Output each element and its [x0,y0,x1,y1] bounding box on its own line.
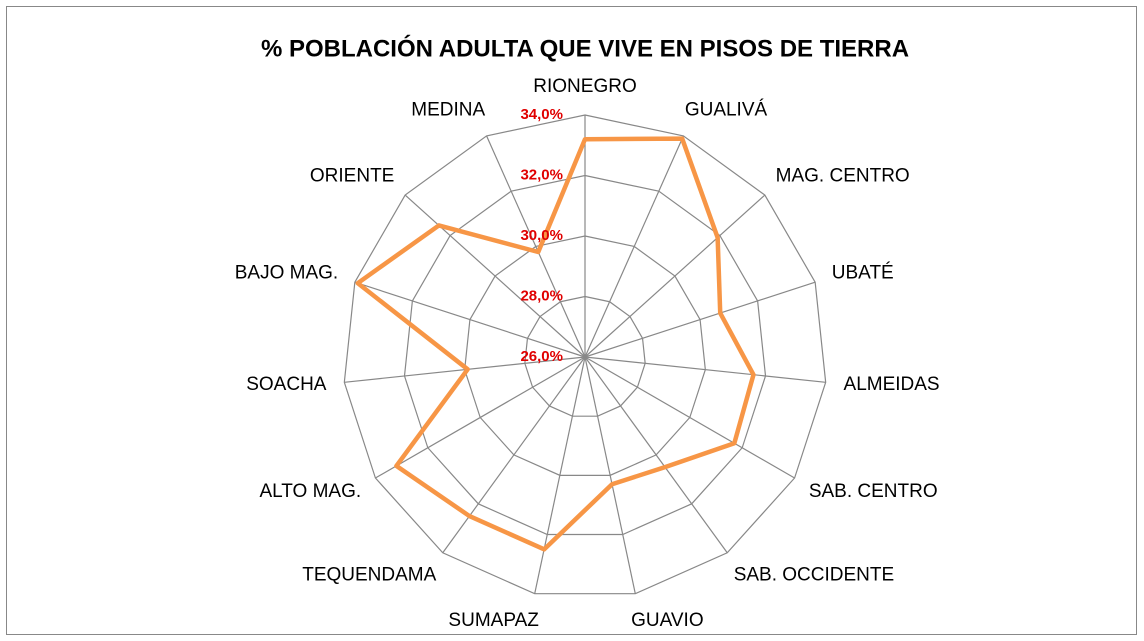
chart-frame [6,6,1137,635]
spoke [375,356,586,479]
grid-ring [403,174,767,536]
tick-label: 26,0% [520,348,563,365]
spoke [534,356,586,594]
category-label: SOACHA [246,374,327,395]
category-label: SAB. OCCIDENTE [734,564,894,585]
category-label: SUMAPAZ [448,610,539,631]
spoke [404,194,586,358]
category-label: ORIENTE [310,165,394,186]
category-label: MEDINA [411,99,485,120]
tick-label: 28,0% [520,287,563,304]
grid-ring [464,235,706,476]
category-label: ALMEIDAS [844,374,940,395]
tick-label: 34,0% [520,106,563,123]
category-label: GUAVIO [631,610,704,631]
spoke [584,356,826,383]
spoke [354,281,586,358]
category-label: GUALIVÁ [685,99,768,120]
category-label: TEQUENDAMA [302,564,436,585]
spoke [584,135,684,358]
tick-label: 32,0% [520,166,563,183]
spoke [584,356,795,479]
category-label: MAG. CENTRO [776,165,910,186]
chart-title: % POBLACIÓN ADULTA QUE VIVE EN PISOS DE … [261,34,909,62]
grid-ring [343,114,827,595]
spoke [584,281,816,358]
tick-label: 30,0% [520,227,563,244]
spoke [584,356,636,594]
spoke [584,194,766,358]
spoke [486,135,586,358]
category-label: UBATÉ [832,263,894,284]
category-label: BAJO MAG. [235,263,338,284]
grid-ring [524,295,646,417]
spoke [584,356,728,554]
data-line [355,136,756,552]
category-label: SAB. CENTRO [809,481,938,502]
category-label: ALTO MAG. [259,481,361,502]
spoke [442,356,586,554]
category-label: RIONEGRO [533,76,636,97]
